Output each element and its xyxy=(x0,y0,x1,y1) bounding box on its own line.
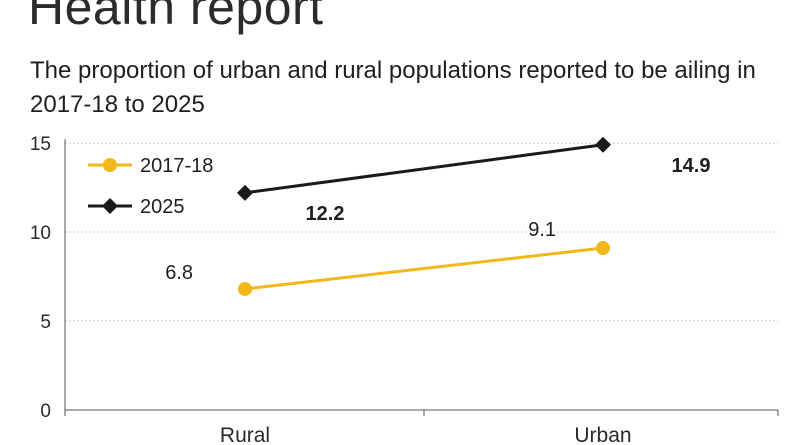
data-point-2017-18-urban xyxy=(596,241,610,256)
chart-title: Health report xyxy=(28,0,324,35)
data-point-2025-urban xyxy=(595,136,611,153)
data-point-2025-rural xyxy=(237,184,253,201)
y-tick-label: 10 xyxy=(30,223,51,244)
legend-label-2025: 2025 xyxy=(140,196,185,218)
legend-label-2017-18: 2017-18 xyxy=(140,155,213,177)
data-label-2025-rural: 12.2 xyxy=(306,203,345,225)
data-label-2017-18-rural: 6.8 xyxy=(165,262,193,284)
data-point-2017-18-rural xyxy=(238,281,252,296)
y-tick-label: 5 xyxy=(40,312,51,333)
chart-subtitle: The proportion of urban and rural popula… xyxy=(30,57,756,118)
x-tick-label-rural: Rural xyxy=(220,424,270,445)
series-line-2017-18 xyxy=(244,246,604,291)
y-tick-label: 0 xyxy=(40,401,51,422)
data-label-2017-18-urban: 9.1 xyxy=(528,219,556,241)
legend-marker-2017-18 xyxy=(103,158,117,172)
legend-marker-2025 xyxy=(102,198,118,214)
y-tick-label: 15 xyxy=(30,134,51,155)
x-tick-label-urban: Urban xyxy=(574,424,631,445)
data-label-2025-urban: 14.9 xyxy=(672,155,711,177)
series-line-2025 xyxy=(244,143,604,195)
